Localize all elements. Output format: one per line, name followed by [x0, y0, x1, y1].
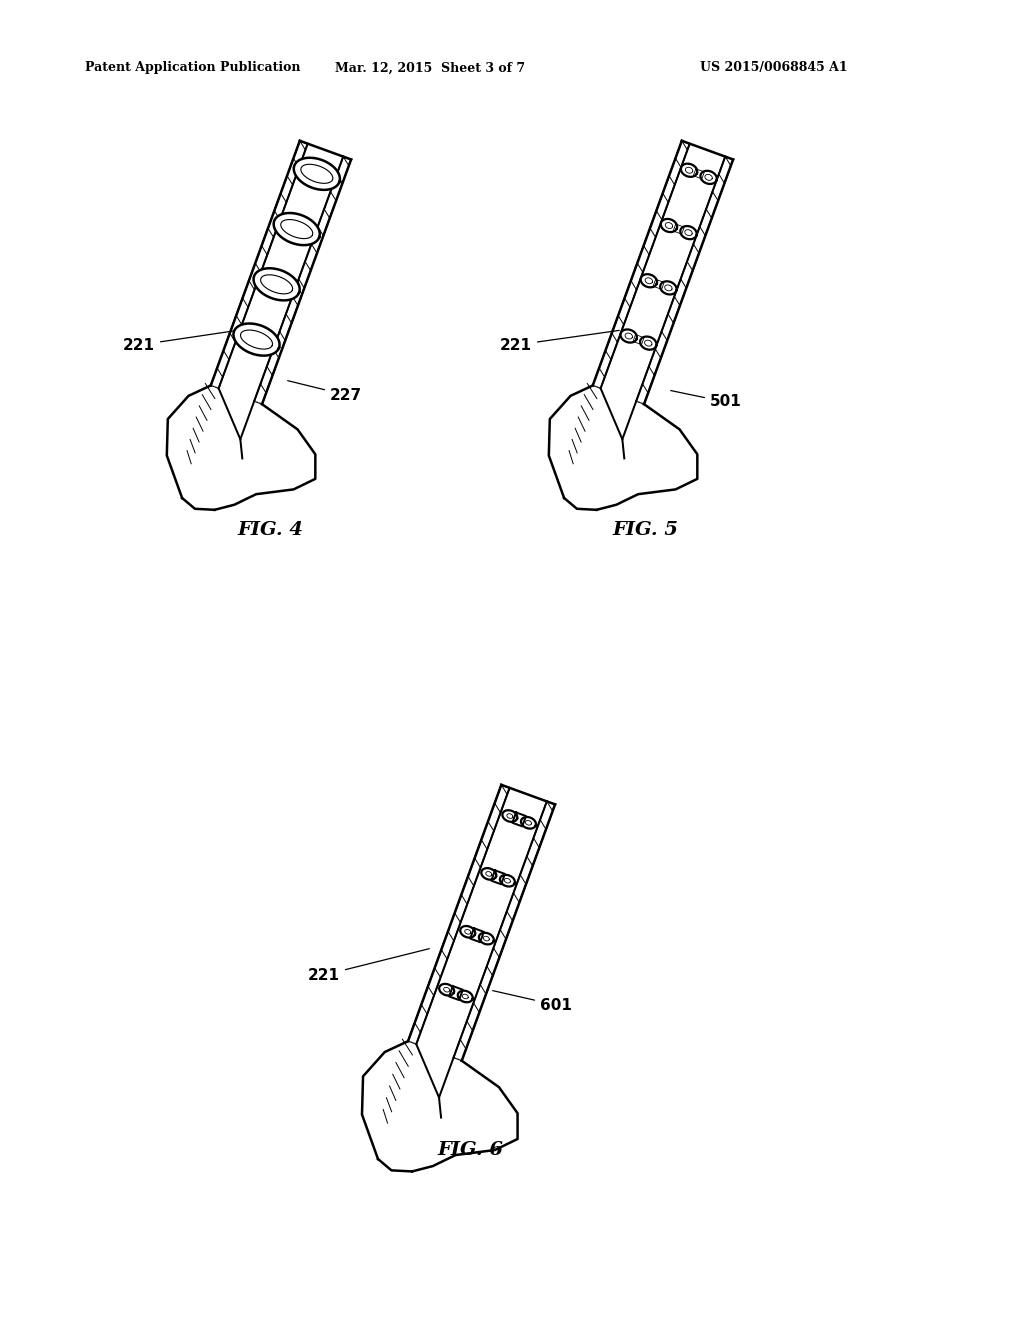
Polygon shape	[693, 169, 705, 178]
Polygon shape	[593, 141, 690, 388]
Polygon shape	[417, 788, 547, 1057]
Text: Mar. 12, 2015  Sheet 3 of 7: Mar. 12, 2015 Sheet 3 of 7	[335, 62, 525, 74]
Polygon shape	[636, 157, 733, 404]
Text: 221: 221	[123, 330, 238, 352]
Text: Patent Application Publication: Patent Application Publication	[85, 62, 300, 74]
Polygon shape	[412, 1057, 517, 1171]
Text: US 2015/0068845 A1: US 2015/0068845 A1	[700, 62, 848, 74]
Polygon shape	[641, 275, 657, 288]
Polygon shape	[378, 1041, 417, 1159]
Polygon shape	[479, 933, 494, 944]
Polygon shape	[205, 388, 254, 440]
Polygon shape	[470, 928, 484, 942]
Polygon shape	[500, 875, 515, 887]
Polygon shape	[564, 385, 601, 498]
Text: FIG. 4: FIG. 4	[237, 521, 303, 539]
Polygon shape	[439, 983, 454, 995]
Polygon shape	[460, 927, 475, 937]
Text: FIG. 6: FIG. 6	[437, 1140, 503, 1159]
Polygon shape	[681, 164, 697, 177]
Polygon shape	[182, 385, 219, 498]
Text: 221: 221	[500, 330, 620, 352]
Polygon shape	[680, 226, 696, 239]
Polygon shape	[621, 330, 637, 343]
Polygon shape	[458, 991, 473, 1002]
Polygon shape	[215, 401, 315, 510]
Text: 501: 501	[671, 391, 741, 409]
Polygon shape	[512, 812, 526, 826]
Polygon shape	[408, 785, 510, 1044]
Polygon shape	[633, 334, 644, 345]
Polygon shape	[481, 869, 497, 879]
Text: 601: 601	[493, 990, 571, 1012]
Polygon shape	[640, 337, 656, 350]
Polygon shape	[219, 144, 343, 401]
Text: 227: 227	[288, 380, 362, 403]
Polygon shape	[273, 213, 319, 246]
Polygon shape	[653, 280, 665, 289]
Polygon shape	[700, 170, 717, 183]
Polygon shape	[601, 144, 725, 401]
Polygon shape	[503, 810, 517, 822]
Polygon shape	[660, 219, 677, 232]
Polygon shape	[521, 817, 536, 829]
Polygon shape	[597, 401, 697, 510]
Polygon shape	[233, 323, 280, 355]
Polygon shape	[211, 141, 307, 388]
Polygon shape	[587, 388, 636, 440]
Text: FIG. 5: FIG. 5	[612, 521, 678, 539]
Polygon shape	[454, 801, 555, 1061]
Polygon shape	[492, 870, 505, 884]
Polygon shape	[294, 158, 340, 190]
Polygon shape	[450, 986, 463, 1001]
Polygon shape	[660, 281, 677, 294]
Text: 221: 221	[308, 949, 429, 982]
Polygon shape	[673, 224, 684, 234]
Polygon shape	[254, 157, 351, 404]
Polygon shape	[401, 1044, 454, 1097]
Polygon shape	[254, 268, 300, 301]
